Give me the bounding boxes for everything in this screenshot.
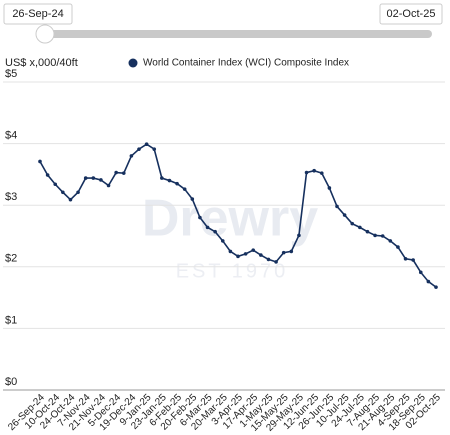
data-point	[152, 147, 157, 151]
data-point	[45, 173, 50, 177]
data-point	[304, 170, 309, 175]
slider-end: 02-Oct-25	[387, 8, 436, 20]
data-point	[259, 253, 263, 257]
data-point	[380, 234, 385, 238]
data-point	[114, 170, 118, 175]
data-point	[403, 256, 408, 261]
data-point	[160, 176, 164, 180]
data-point	[213, 229, 217, 234]
y-axis-label: US$ x,000/40ft	[5, 57, 78, 69]
data-point	[274, 260, 278, 264]
y-tick-label: $5	[5, 68, 17, 80]
data-point	[350, 221, 355, 226]
data-point	[297, 233, 301, 238]
data-point	[281, 250, 286, 255]
slider-end-box	[379, 3, 443, 25]
data-point	[76, 190, 80, 195]
data-point	[91, 176, 96, 180]
slider-start: 26-Sep-24	[12, 8, 63, 20]
data-point	[106, 183, 111, 188]
data-point	[251, 248, 256, 252]
y-tick-label: $4	[5, 130, 17, 142]
data-point	[38, 159, 42, 164]
data-point	[83, 176, 88, 180]
data-point	[53, 182, 58, 187]
data-point	[418, 270, 423, 275]
data-point	[190, 197, 195, 201]
y-tick-label: $1	[5, 314, 17, 326]
data-point	[144, 142, 149, 147]
data-point	[68, 197, 73, 202]
y-tick-label: $3	[5, 191, 17, 203]
data-point	[99, 178, 103, 182]
data-point	[175, 181, 179, 186]
data-point	[228, 249, 233, 254]
data-point	[121, 171, 126, 175]
data-point	[434, 285, 438, 289]
slider-handle[interactable]	[35, 24, 55, 44]
data-point	[388, 239, 393, 243]
watermark-est: EST 1970	[176, 260, 289, 282]
slider-track[interactable]	[38, 30, 432, 38]
data-point	[243, 252, 248, 256]
data-point	[129, 154, 134, 158]
data-point	[220, 239, 225, 243]
data-point	[342, 213, 347, 217]
data-point	[167, 178, 172, 183]
data-point	[373, 233, 377, 238]
data-point	[182, 187, 187, 191]
data-point	[327, 186, 332, 190]
data-point	[236, 254, 240, 259]
watermark-brand: Drewry	[142, 190, 318, 248]
y-tick-label: $2	[5, 253, 17, 265]
data-point	[365, 229, 370, 234]
data-point	[198, 215, 202, 220]
data-point	[312, 168, 316, 173]
slider-start-box	[3, 3, 73, 25]
data-point	[396, 245, 400, 249]
data-point	[411, 258, 415, 262]
data-point	[335, 204, 339, 209]
data-point	[426, 279, 431, 284]
data-point	[289, 249, 294, 254]
data-point	[61, 190, 65, 195]
data-point	[358, 225, 362, 230]
data-point	[205, 225, 210, 230]
y-tick-label: $0	[5, 376, 17, 388]
data-point	[319, 171, 324, 175]
data-point	[137, 147, 141, 151]
legend-marker[interactable]	[128, 58, 138, 68]
legend-label[interactable]: World Container Index (WCI) Composite In…	[143, 58, 349, 69]
data-point	[266, 257, 271, 262]
